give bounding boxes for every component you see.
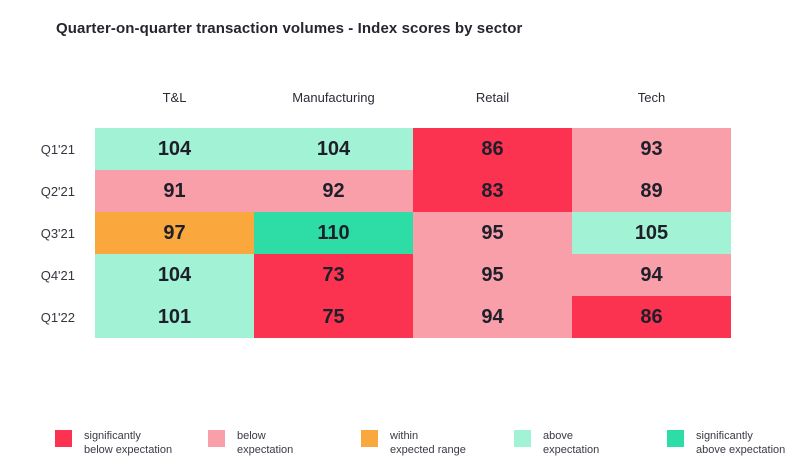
- legend-label: significantly below expectation: [84, 429, 172, 457]
- legend: significantly below expectation below ex…: [55, 429, 800, 457]
- column-header-manufacturing: Manufacturing: [292, 89, 375, 105]
- legend-item-below: below expectation: [208, 429, 361, 457]
- heatmap-cell: 101: [95, 296, 254, 338]
- legend-swatch-within: [361, 430, 378, 447]
- heatmap-cell: 95: [413, 254, 572, 296]
- heatmap-cell: 73: [254, 254, 413, 296]
- legend-label-line2: expectation: [543, 444, 600, 456]
- heatmap-cell: 95: [413, 212, 572, 254]
- heatmap-cell: 75: [254, 296, 413, 338]
- legend-label-line1: significantly: [84, 430, 141, 442]
- column-header-retail: Retail: [475, 89, 510, 105]
- row-label-q1-21: Q1'21: [40, 141, 75, 157]
- heatmap-cell: 104: [95, 254, 254, 296]
- legend-label-line1: significantly: [696, 430, 753, 442]
- column-header-tech: Tech: [637, 89, 666, 105]
- heatmap-cell: 97: [95, 212, 254, 254]
- legend-swatch-below: [208, 430, 225, 447]
- legend-label: significantly above expectation: [696, 429, 785, 457]
- heatmap-cell: 92: [254, 170, 413, 212]
- legend-label-line2: above expectation: [696, 444, 786, 456]
- row-label-q1-22: Q1'22: [40, 309, 75, 325]
- heatmap-grid: Q1'21 104 104 86 93 Q2'21 91 92 83 89 Q3…: [0, 128, 731, 338]
- legend-item-above: above expectation: [514, 429, 667, 457]
- legend-label-line2: expectation: [237, 444, 294, 456]
- column-header-row: T&L Manufacturing Retail Tech: [0, 82, 731, 112]
- heatmap-cell: 104: [254, 128, 413, 170]
- row-label-q2-21: Q2'21: [40, 183, 75, 199]
- heatmap-cell: 94: [572, 254, 731, 296]
- heatmap-cell: 83: [413, 170, 572, 212]
- heatmap-cell: 105: [572, 212, 731, 254]
- heatmap-cell: 110: [254, 212, 413, 254]
- heatmap-cell: 91: [95, 170, 254, 212]
- row-label-q4-21: Q4'21: [40, 267, 75, 283]
- legend-swatch-above: [514, 430, 531, 447]
- heatmap-cell: 86: [572, 296, 731, 338]
- legend-label: below expectation: [237, 429, 293, 457]
- corner-spacer: [0, 82, 95, 112]
- legend-item-significantly-below: significantly below expectation: [55, 429, 208, 457]
- heatmap-cell: 93: [572, 128, 731, 170]
- column-header-tl: T&L: [162, 89, 187, 105]
- heatmap-cell: 94: [413, 296, 572, 338]
- legend-label-line2: expected range: [390, 444, 466, 456]
- legend-label-line1: within: [390, 430, 419, 442]
- heatmap-cell: 86: [413, 128, 572, 170]
- legend-label-line1: below: [237, 430, 266, 442]
- legend-label-line2: below expectation: [84, 444, 173, 456]
- row-label-q3-21: Q3'21: [40, 225, 75, 241]
- heatmap-cell: 104: [95, 128, 254, 170]
- heatmap-cell: 89: [572, 170, 731, 212]
- legend-swatch-significantly-below: [55, 430, 72, 447]
- legend-label: within expected range: [390, 429, 466, 457]
- legend-label: above expectation: [543, 429, 599, 457]
- legend-item-within: within expected range: [361, 429, 514, 457]
- legend-swatch-significantly-above: [667, 430, 684, 447]
- page-title: Quarter-on-quarter transaction volumes -…: [56, 20, 523, 37]
- legend-item-significantly-above: significantly above expectation: [667, 429, 800, 457]
- legend-label-line1: above: [543, 430, 573, 442]
